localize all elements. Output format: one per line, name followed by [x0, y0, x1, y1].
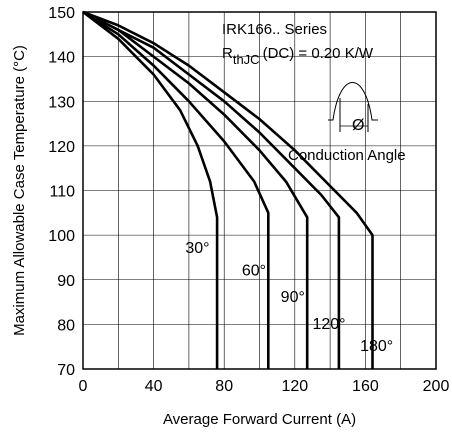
conduction-angle-inset: Ø Conduction Angle: [288, 82, 406, 164]
thermal-resistance-text: RthJC (DC) = 0.20 K/W: [222, 45, 374, 67]
annotation-block: IRK166.. Series RthJC (DC) = 0.20 K/W Ø C…: [222, 21, 406, 164]
x-tick-label: 160: [352, 378, 379, 395]
series-line: [82, 10, 309, 369]
plot-frame: [82, 11, 437, 370]
series-lines: [82, 10, 374, 369]
rth-subscript: thJC: [233, 52, 260, 67]
x-tick-label: 0: [79, 378, 88, 395]
y-tick-label: 90: [57, 273, 75, 290]
x-tick-label: 120: [281, 378, 308, 395]
conduction-angle-caption: Conduction Angle: [288, 147, 406, 164]
curve-label: 90°: [281, 289, 305, 306]
curve-labels: 30° 60° 90° 120° 180°: [185, 240, 393, 355]
conduction-angle-symbol: Ø: [352, 117, 364, 134]
rth-suffix: (DC) = 0.20 K/W: [263, 45, 374, 62]
y-tick-label: 110: [49, 184, 75, 201]
curve-label: 120°: [312, 316, 345, 333]
y-tick-label: 130: [48, 94, 75, 111]
tick-labels: 0 40 80 120 160 200 70 80 90 100 110 120 130 140 150: [48, 5, 449, 395]
y-axis-title: Maximum Allowable Case Temperature (°C): [11, 45, 28, 336]
series-line: [82, 10, 219, 369]
series-line: [82, 10, 341, 369]
x-axis-title: Average Forward Current (A): [163, 411, 356, 428]
y-tick-label: 120: [48, 139, 75, 156]
half-sine-waveform: [328, 82, 378, 121]
x-tick-label: 80: [215, 378, 233, 395]
x-tick-label: 40: [145, 378, 163, 395]
curve-label: 180°: [360, 338, 393, 355]
y-tick-label: 140: [48, 50, 75, 67]
series-line: [82, 10, 374, 369]
series-name-text: IRK166.. Series: [222, 21, 327, 38]
curve-label: 60°: [242, 262, 266, 279]
y-tick-label: 100: [48, 228, 75, 245]
y-tick-label: 80: [57, 317, 75, 334]
series-line: [82, 10, 270, 369]
curve-label: 30°: [185, 240, 209, 257]
y-tick-label: 150: [48, 5, 75, 22]
y-tick-label: 70: [57, 362, 75, 379]
rth-prefix: R: [222, 45, 233, 62]
x-tick-label: 200: [423, 378, 450, 395]
